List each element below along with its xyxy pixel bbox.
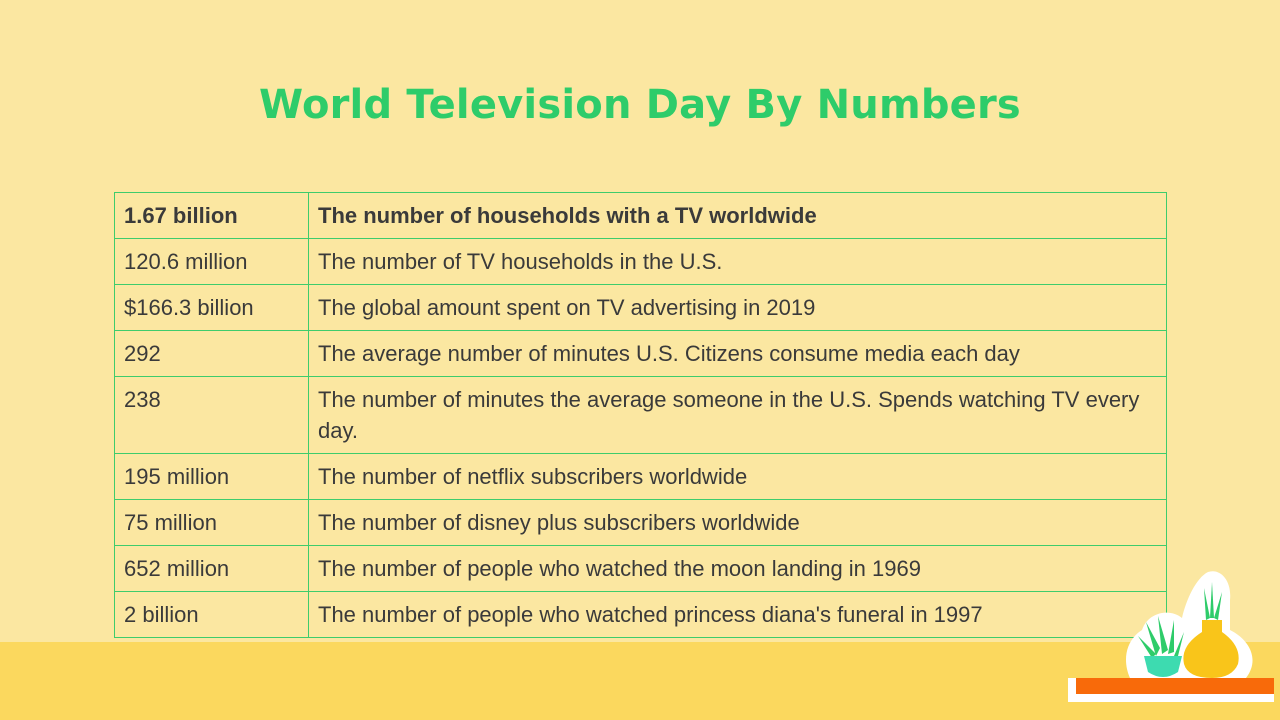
table-row: 1.67 billion The number of households wi…: [114, 192, 1167, 239]
succulent-plant-icon: [1138, 616, 1184, 677]
stat-value: 238: [114, 376, 309, 454]
stat-value: 75 million: [114, 499, 309, 546]
stat-description: The number of people who watched princes…: [308, 591, 1167, 638]
table-row: 120.6 million The number of TV household…: [114, 238, 1167, 285]
stat-value: 1.67 billion: [114, 192, 309, 239]
table-row: 195 million The number of netflix subscr…: [114, 453, 1167, 500]
stat-description: The number of disney plus subscribers wo…: [308, 499, 1167, 546]
slide-title: World Television Day By Numbers: [259, 82, 1021, 128]
table-row: 652 million The number of people who wat…: [114, 545, 1167, 592]
stat-value: 652 million: [114, 545, 309, 592]
table-row: 75 million The number of disney plus sub…: [114, 499, 1167, 546]
vase-plant-icon: [1183, 582, 1239, 678]
stat-description: The number of netflix subscribers worldw…: [308, 453, 1167, 500]
table-row: 2 billion The number of people who watch…: [114, 591, 1167, 638]
stat-description: The global amount spent on TV advertisin…: [308, 284, 1167, 331]
stat-description: The number of minutes the average someon…: [308, 376, 1167, 454]
stat-description: The number of TV households in the U.S.: [308, 238, 1167, 285]
stat-description: The number of households with a TV world…: [308, 192, 1167, 239]
stat-value: 2 billion: [114, 591, 309, 638]
stat-description: The number of people who watched the moo…: [308, 545, 1167, 592]
stat-value: $166.3 billion: [114, 284, 309, 331]
stat-value: 292: [114, 330, 309, 377]
plants-decoration: [1068, 571, 1274, 702]
floor-band: [0, 642, 1280, 720]
table-row: 292 The average number of minutes U.S. C…: [114, 330, 1167, 377]
stat-value: 120.6 million: [114, 238, 309, 285]
table-row: 238 The number of minutes the average so…: [114, 376, 1167, 454]
table-row: $166.3 billion The global amount spent o…: [114, 284, 1167, 331]
stats-table: 1.67 billion The number of households wi…: [114, 192, 1167, 638]
stat-description: The average number of minutes U.S. Citiz…: [308, 330, 1167, 377]
shelf-icon: [1076, 678, 1274, 694]
stat-value: 195 million: [114, 453, 309, 500]
